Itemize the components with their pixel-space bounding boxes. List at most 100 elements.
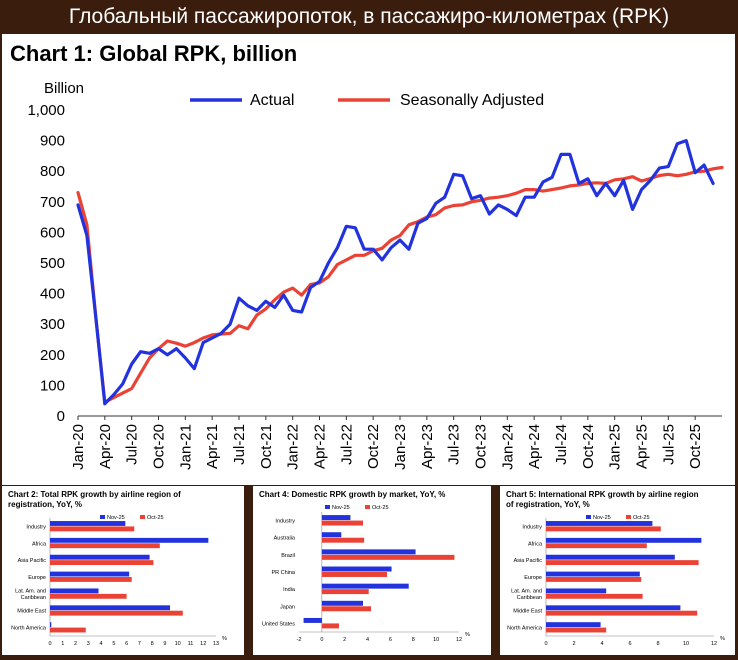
chart2-panel: Chart 2: Total RPK growth by airline reg… xyxy=(2,486,244,655)
category-label: North America xyxy=(507,626,543,632)
y-tick-label: 0 xyxy=(57,408,65,425)
x-tick-label: Apr-24 xyxy=(526,424,543,469)
x-tick-label: Apr-25 xyxy=(634,424,651,469)
chart4-panel: Chart 4: Domestic RPK growth by market, … xyxy=(253,486,491,655)
x-unit-label: % xyxy=(720,636,725,642)
x-tick-label: Jul-22 xyxy=(338,424,355,465)
bar xyxy=(321,515,351,521)
y-tick-label: 900 xyxy=(40,133,65,150)
x-tick-label: Oct-25 xyxy=(687,424,704,469)
series-line-seasonally-adjusted xyxy=(76,165,724,404)
y-tick-label: 600 xyxy=(40,224,65,241)
x-tick-label: 0 xyxy=(544,641,547,647)
y-axis-label: Billion xyxy=(44,80,84,97)
legend-label: Oct-25 xyxy=(372,505,389,511)
bar xyxy=(50,526,135,532)
y-tick-label: 400 xyxy=(40,286,65,303)
bar xyxy=(321,600,363,606)
bar xyxy=(546,577,642,582)
x-tick-label: 7 xyxy=(138,641,141,647)
category-label: Caribbean xyxy=(21,595,46,601)
category-label: Africa xyxy=(32,541,47,547)
bar xyxy=(50,622,52,628)
legend-swatch xyxy=(365,505,370,509)
domestic-rpk-growth-chart: Chart 4: Domestic RPK growth by market, … xyxy=(259,490,470,643)
x-tick-label: Apr-23 xyxy=(419,424,436,469)
x-tick-label: Oct-24 xyxy=(580,424,597,469)
bar xyxy=(50,537,209,543)
x-tick-label: Oct-20 xyxy=(151,424,168,469)
legend-swatch xyxy=(586,515,591,519)
legend-swatch xyxy=(325,505,330,509)
x-tick-label: 13 xyxy=(213,641,219,647)
bar xyxy=(321,623,339,629)
x-tick-label: 4 xyxy=(100,641,103,647)
bar xyxy=(321,537,365,543)
x-tick-label: Jul-23 xyxy=(446,424,463,465)
x-tick-label: Jul-20 xyxy=(124,424,141,465)
bar xyxy=(546,526,661,532)
x-tick-label: -2 xyxy=(297,637,302,643)
global-rpk-chart: Chart 1: Global RPK, billion Billion 0 100 2… xyxy=(10,41,724,470)
x-tick-label: 10 xyxy=(683,641,689,647)
legend-label: Actual xyxy=(250,92,294,109)
x-tick-label: 2 xyxy=(572,641,575,647)
bar xyxy=(50,610,183,616)
x-tick-label: Jan-25 xyxy=(607,424,624,470)
bar xyxy=(50,588,99,594)
x-tick-label: 8 xyxy=(412,637,415,643)
bar xyxy=(546,593,643,599)
x-tick-label: Apr-21 xyxy=(204,424,221,469)
y-tick-label: 100 xyxy=(40,377,65,394)
category-label: Europe xyxy=(28,575,46,581)
bar xyxy=(321,572,387,577)
bar xyxy=(50,554,150,560)
category-label: Lat. Am. and xyxy=(511,589,542,595)
chart-title-line: Chart 2: Total RPK growth by airline reg… xyxy=(8,490,181,499)
bar xyxy=(50,627,86,633)
x-unit-label: % xyxy=(465,632,470,638)
bar xyxy=(546,588,607,594)
x-tick-label: 2 xyxy=(343,637,346,643)
total-rpk-growth-chart: Chart 2: Total RPK growth by airline reg… xyxy=(8,490,227,647)
x-tick-label: 12 xyxy=(711,641,717,647)
bar xyxy=(546,605,681,611)
category-label: Japan xyxy=(280,604,295,610)
bar xyxy=(546,543,647,549)
bar xyxy=(546,521,653,526)
category-label: Caribbean xyxy=(517,595,542,601)
category-label: Industry xyxy=(522,524,542,530)
x-tick-label: 9 xyxy=(163,641,166,647)
bar xyxy=(321,520,363,526)
category-label: Middle East xyxy=(17,609,46,615)
category-label: United States xyxy=(262,621,295,627)
x-tick-label: 1 xyxy=(61,641,64,647)
x-tick-label: 8 xyxy=(656,641,659,647)
category-label: Industry xyxy=(26,524,46,530)
category-label: Middle East xyxy=(513,609,542,615)
x-tick-label: Oct-23 xyxy=(473,424,490,469)
x-unit-label: % xyxy=(222,636,227,642)
x-tick-label: 10 xyxy=(433,637,439,643)
bar xyxy=(546,627,607,633)
category-label: Brazil xyxy=(281,553,295,559)
chart-title-line: of registration, YoY, % xyxy=(506,500,590,509)
bar xyxy=(321,532,342,538)
bar xyxy=(321,566,392,572)
bar xyxy=(303,617,322,623)
x-tick-label: Apr-20 xyxy=(97,424,114,469)
series-line-actual xyxy=(76,138,715,406)
legend-label: Nov-25 xyxy=(332,505,350,511)
y-tick-label: 800 xyxy=(40,163,65,180)
legend-swatch xyxy=(100,515,105,519)
x-tick-label: 5 xyxy=(112,641,115,647)
bar xyxy=(321,583,409,589)
x-tick-label: 2 xyxy=(74,641,77,647)
bar xyxy=(50,605,171,611)
category-label: North America xyxy=(11,626,47,632)
legend-swatch xyxy=(140,515,145,519)
legend-label: Oct-25 xyxy=(147,515,164,521)
bar xyxy=(50,593,127,599)
x-tick-label: Jul-21 xyxy=(231,424,248,465)
chart5-panel: Chart 5: International RPK growth by air… xyxy=(500,486,735,655)
